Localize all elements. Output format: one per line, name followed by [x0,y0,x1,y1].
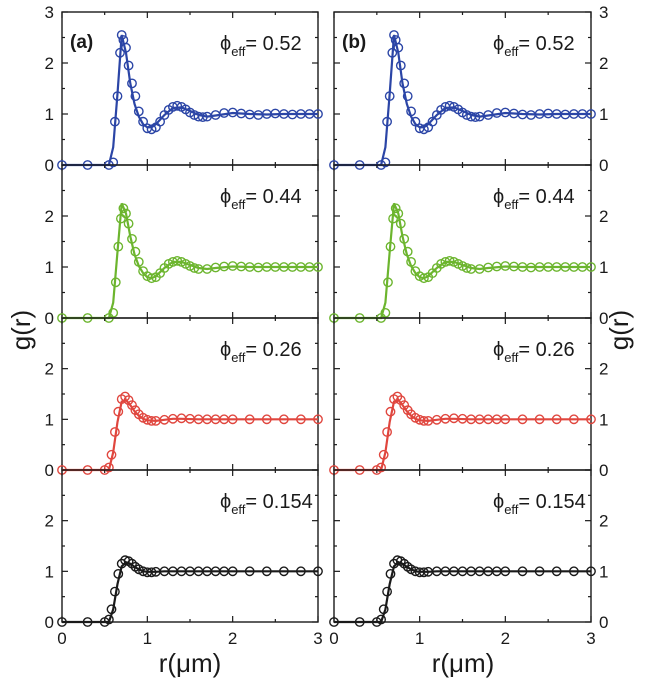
fit-line-2 [334,202,591,320]
phi-value: = 0.44 [518,186,574,208]
y-axis-title-right: g(r) [604,310,634,350]
y-tick-label: 1 [45,258,54,277]
x-axis-title-right: r(μm) [432,648,495,678]
y-tick-label: 2 [599,54,608,73]
phi-eff-label: ϕeff= 0.154 [493,491,586,517]
phi-symbol: ϕ [493,491,504,513]
phi-value: = 0.154 [245,491,312,513]
y-tick-label: 1 [599,258,608,277]
phi-subscript: eff [504,197,519,212]
panel-label: (b) [342,32,366,53]
phi-symbol: ϕ [493,186,504,208]
phi-value: = 0.26 [245,339,301,361]
data-point [390,203,401,214]
phi-subscript: eff [504,502,519,517]
data-point [104,462,114,473]
phi-subscript: eff [504,44,519,59]
phi-eff-label: ϕeff= 0.44 [220,186,302,212]
phi-symbol: ϕ [493,33,504,55]
x-tick-label: 3 [586,629,595,648]
phi-symbol: ϕ [220,491,231,513]
x-tick-label: 1 [143,629,152,648]
y-tick-label: 2 [45,360,54,379]
y-tick-label: 0 [599,613,608,632]
data-point [427,116,438,127]
phi-symbol: ϕ [220,339,231,361]
phi-symbol: ϕ [220,186,231,208]
phi-subscript: eff [231,350,246,365]
y-tick-label: 1 [599,410,608,429]
y-tick-label: 2 [45,512,54,531]
data-point [376,614,386,625]
y-tick-label: 1 [45,410,54,429]
data-point [155,116,166,127]
y-tick-label: 3 [45,3,54,22]
data-point [172,100,183,111]
data-point [410,116,421,127]
x-tick-label: 3 [313,629,322,648]
y-tick-label: 0 [45,613,54,632]
data-point [104,614,114,625]
x-tick-label: 0 [329,629,338,648]
x-tick-label: 2 [228,629,237,648]
data-point [444,100,455,111]
data-point [118,203,129,214]
y-tick-label: 1 [599,105,608,124]
y-tick-label: 0 [45,309,54,328]
phi-value: = 0.154 [518,491,585,513]
y-axis-title-left: g(r) [6,310,36,350]
y-tick-label: 0 [599,156,608,175]
phi-eff-label: ϕeff= 0.44 [493,186,575,212]
y-tick-label: 1 [599,562,608,581]
x-axis-title-left: r(μm) [159,648,222,678]
y-tick-label: 3 [599,3,608,22]
y-tick-label: 0 [45,156,54,175]
phi-subscript: eff [231,502,246,517]
fit-line-3 [62,398,318,472]
y-tick-label: 1 [45,562,54,581]
phi-value: = 0.52 [518,33,574,55]
y-tick-label: 2 [599,207,608,226]
fit-line-1 [62,34,318,167]
x-tick-label: 2 [501,629,510,648]
fit-line-4 [334,560,591,624]
panel-label: (a) [70,32,93,53]
phi-subscript: eff [231,197,246,212]
phi-eff-label: ϕeff= 0.154 [220,491,313,517]
y-tick-label: 0 [599,461,608,480]
y-tick-label: 1 [45,105,54,124]
data-point [130,91,141,102]
fit-line-1 [334,34,591,167]
phi-value: = 0.26 [518,339,574,361]
phi-eff-label: ϕeff= 0.52 [493,33,575,59]
y-tick-label: 2 [45,207,54,226]
y-tick-label: 2 [599,512,608,531]
phi-symbol: ϕ [493,339,504,361]
phi-eff-label: ϕeff= 0.26 [220,339,302,365]
phi-eff-label: ϕeff= 0.52 [220,33,302,59]
y-tick-label: 0 [599,309,608,328]
data-point [380,307,391,318]
phi-eff-label: ϕeff= 0.26 [493,339,575,365]
fit-line-4 [62,560,318,624]
phi-value: = 0.52 [245,33,301,55]
phi-subscript: eff [231,44,246,59]
x-tick-label: 1 [415,629,424,648]
fit-line-2 [62,202,318,320]
phi-value: = 0.44 [245,186,301,208]
fit-line-3 [334,398,591,472]
data-point [376,462,386,473]
data-point [108,307,119,318]
data-point [402,91,413,102]
phi-subscript: eff [504,350,519,365]
phi-symbol: ϕ [220,33,231,55]
y-tick-label: 0 [45,461,54,480]
y-tick-label: 2 [45,54,54,73]
x-tick-label: 0 [57,629,66,648]
y-tick-label: 2 [599,360,608,379]
